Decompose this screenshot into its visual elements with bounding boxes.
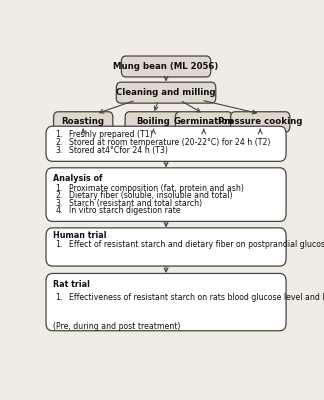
Text: 2.: 2. [56,191,63,200]
Text: Rat trial: Rat trial [52,280,89,289]
Text: 2.: 2. [56,138,63,147]
Text: Effectiveness of resistant starch on rats blood glucose level and lipid profile: Effectiveness of resistant starch on rat… [69,293,324,302]
FancyBboxPatch shape [125,112,182,132]
FancyBboxPatch shape [175,112,232,132]
Text: Analysis of: Analysis of [52,174,102,183]
FancyBboxPatch shape [231,112,290,132]
Text: 1.: 1. [56,240,63,248]
Text: Stored at room temperature (20-22°C) for 24 h (T2): Stored at room temperature (20-22°C) for… [69,138,271,147]
Text: 3.: 3. [56,146,63,155]
Text: Pressure cooking: Pressure cooking [218,118,302,126]
FancyBboxPatch shape [53,112,113,132]
Text: Germination: Germination [173,118,234,126]
Text: Starch (resistant and total starch): Starch (resistant and total starch) [69,199,202,208]
Text: 1.: 1. [56,184,63,192]
FancyBboxPatch shape [116,82,216,103]
Text: Cleaning and milling: Cleaning and milling [116,88,216,97]
Text: Human trial: Human trial [52,232,106,240]
Text: Mung bean (ML 2056): Mung bean (ML 2056) [113,62,219,71]
FancyBboxPatch shape [122,56,211,77]
Text: 3.: 3. [56,199,63,208]
Text: 4.: 4. [56,206,63,215]
Text: Proximate composition (fat, protein and ash): Proximate composition (fat, protein and … [69,184,244,192]
FancyBboxPatch shape [46,274,286,331]
FancyBboxPatch shape [46,168,286,222]
FancyBboxPatch shape [46,126,286,161]
Text: (Pre, during and post treatment): (Pre, during and post treatment) [52,322,180,331]
Text: Stored at4°Cfor 24 h (T3): Stored at4°Cfor 24 h (T3) [69,146,168,155]
Text: Roasting: Roasting [62,118,105,126]
Text: Freshly prepared (T1): Freshly prepared (T1) [69,130,153,140]
Text: Boiling: Boiling [137,118,170,126]
Text: Effect of resistant starch and dietary fiber on postprandial glucose level.: Effect of resistant starch and dietary f… [69,240,324,248]
Text: 1.: 1. [56,130,63,140]
Text: In vitro starch digestion rate: In vitro starch digestion rate [69,206,181,215]
Text: Dietary fiber (soluble, insoluble and total): Dietary fiber (soluble, insoluble and to… [69,191,233,200]
FancyBboxPatch shape [46,228,286,266]
Text: 1.: 1. [56,293,63,302]
